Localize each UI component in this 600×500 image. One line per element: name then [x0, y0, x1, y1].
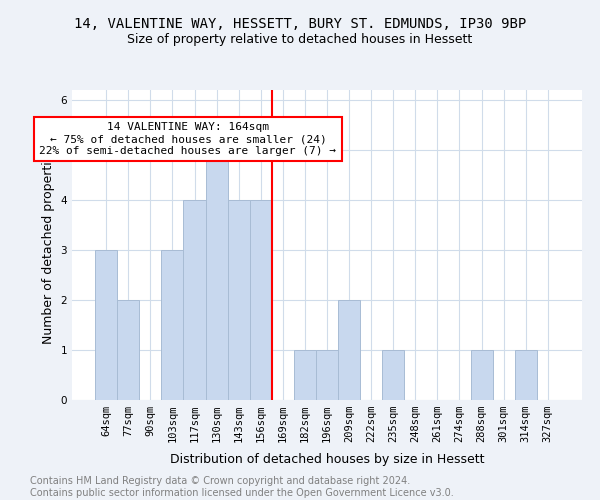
Text: Contains HM Land Registry data © Crown copyright and database right 2024.
Contai: Contains HM Land Registry data © Crown c…: [30, 476, 454, 498]
Bar: [206, 150, 227, 400]
Bar: [515, 350, 537, 400]
Bar: [338, 300, 360, 400]
Text: 14 VALENTINE WAY: 164sqm
← 75% of detached houses are smaller (24)
22% of semi-d: 14 VALENTINE WAY: 164sqm ← 75% of detach…: [40, 122, 337, 156]
X-axis label: Distribution of detached houses by size in Hessett: Distribution of detached houses by size …: [170, 454, 484, 466]
Bar: [117, 300, 139, 400]
Bar: [161, 250, 184, 400]
Bar: [294, 350, 316, 400]
Bar: [184, 200, 206, 400]
Text: 14, VALENTINE WAY, HESSETT, BURY ST. EDMUNDS, IP30 9BP: 14, VALENTINE WAY, HESSETT, BURY ST. EDM…: [74, 18, 526, 32]
Bar: [470, 350, 493, 400]
Y-axis label: Number of detached properties: Number of detached properties: [42, 146, 55, 344]
Bar: [95, 250, 117, 400]
Bar: [382, 350, 404, 400]
Bar: [316, 350, 338, 400]
Text: Size of property relative to detached houses in Hessett: Size of property relative to detached ho…: [127, 32, 473, 46]
Bar: [250, 200, 272, 400]
Bar: [227, 200, 250, 400]
